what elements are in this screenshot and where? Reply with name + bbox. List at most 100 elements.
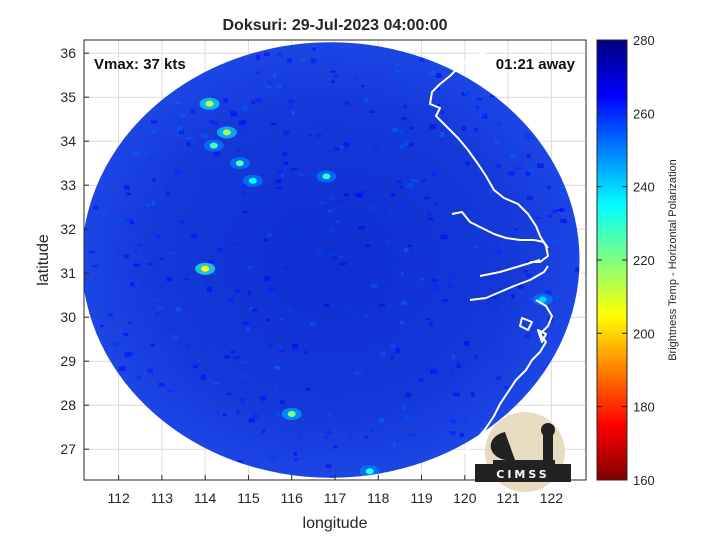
texture-cell (419, 102, 424, 105)
x-ticks: 112 113 114 115 116 117 118 119 120 121 122 (107, 475, 563, 506)
texture-cell (328, 210, 333, 213)
texture-cell (508, 171, 516, 176)
texture-cell (357, 370, 363, 376)
cimss-logo: CIMSS (475, 412, 571, 492)
texture-cell (403, 414, 411, 419)
texture-cell (144, 150, 148, 156)
texture-cell (408, 218, 412, 221)
texture-cell (291, 167, 298, 171)
texture-cell (267, 287, 275, 293)
texture-cell (348, 436, 353, 441)
texture-cell (381, 288, 386, 291)
texture-cell (515, 167, 522, 170)
texture-cell (528, 168, 534, 174)
texture-cell (403, 247, 409, 252)
texture-cell (241, 105, 249, 111)
texture-cell (206, 173, 210, 179)
texture-cell (357, 193, 363, 199)
texture-cell (157, 304, 164, 310)
texture-cell (526, 195, 533, 201)
texture-cell (340, 262, 347, 265)
x-tick-label: 117 (324, 490, 347, 506)
texture-cell (399, 144, 404, 149)
texture-cell (525, 334, 530, 338)
texture-cell (233, 355, 241, 360)
texture-cell (392, 127, 399, 133)
texture-cell (184, 278, 190, 281)
texture-cell (449, 419, 457, 424)
y-tick-label: 29 (60, 353, 76, 369)
texture-cell (186, 141, 191, 147)
texture-cell (428, 321, 434, 327)
texture-cell (238, 120, 246, 125)
texture-cell (176, 307, 182, 312)
texture-cell (526, 154, 531, 159)
texture-cell (346, 309, 351, 315)
texture-cell (440, 110, 445, 115)
x-tick-label: 118 (367, 490, 390, 506)
texture-cell (429, 70, 436, 76)
texture-cell (401, 117, 408, 121)
texture-cell (355, 215, 361, 219)
texture-cell (223, 98, 228, 103)
texture-cell (517, 284, 524, 289)
texture-cell (423, 197, 430, 200)
texture-cell (508, 153, 516, 159)
texture-cell (186, 136, 194, 140)
texture-cell (534, 216, 541, 220)
texture-cell (292, 343, 298, 349)
texture-cell (419, 278, 424, 281)
texture-cell (441, 299, 449, 302)
texture-cell (434, 201, 438, 207)
texture-cell (430, 368, 437, 374)
coastline-south (449, 299, 553, 471)
warm-feature (209, 142, 218, 149)
texture-cell (392, 265, 399, 269)
texture-cell (461, 126, 466, 131)
y-tick-label: 34 (60, 133, 76, 149)
warm-feature (235, 160, 244, 167)
texture-cell (123, 332, 129, 336)
texture-cell (283, 130, 290, 136)
texture-cell (160, 257, 164, 261)
texture-cell (252, 307, 257, 312)
texture-cell (465, 161, 470, 166)
texture-cell (426, 244, 433, 247)
texture-cell (391, 430, 396, 436)
texture-cell (309, 134, 313, 137)
texture-cell (449, 431, 456, 435)
texture-cell (406, 182, 414, 188)
texture-cell (256, 71, 260, 74)
texture-cell (248, 418, 255, 423)
texture-cell (431, 278, 438, 282)
texture-cell (174, 101, 182, 105)
texture-cell (336, 220, 340, 224)
texture-cell (276, 187, 283, 190)
texture-cell (464, 341, 470, 346)
texture-cell (267, 198, 273, 202)
texture-cell (284, 161, 289, 165)
texture-cell (569, 260, 574, 265)
texture-cell (405, 392, 412, 397)
y-tick-label: 35 (60, 89, 76, 105)
texture-cell (514, 262, 518, 267)
texture-cell (369, 206, 376, 210)
texture-cell (495, 376, 502, 381)
texture-cell (556, 208, 564, 212)
x-tick-label: 114 (194, 490, 217, 506)
texture-cell (395, 416, 403, 421)
texture-cell (234, 289, 240, 293)
texture-cell (88, 250, 96, 254)
texture-cell (233, 243, 240, 246)
texture-cell (451, 354, 456, 360)
texture-cell (553, 239, 561, 243)
texture-cell (332, 74, 339, 79)
texture-cell (166, 277, 173, 282)
texture-cell (285, 145, 292, 150)
texture-cell (497, 354, 502, 357)
texture-cell (533, 324, 540, 327)
texture-cell (217, 247, 223, 253)
texture-cell (126, 192, 132, 196)
texture-cell (303, 351, 308, 355)
texture-cell (452, 295, 459, 299)
